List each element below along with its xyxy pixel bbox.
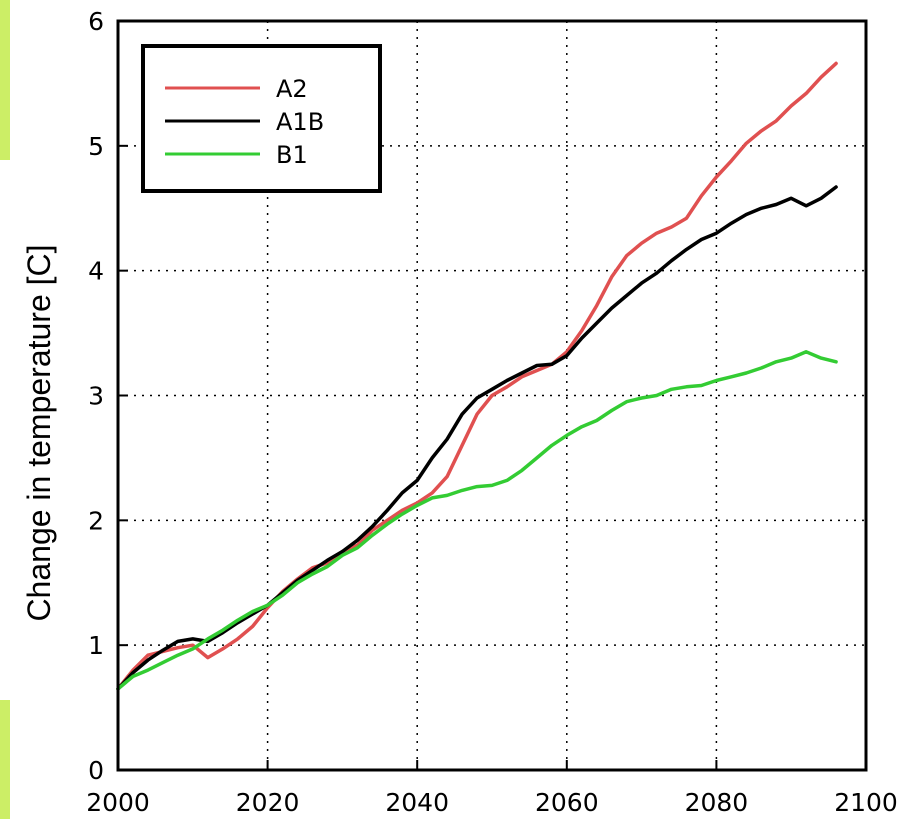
legend-label-b1: B1: [276, 141, 308, 169]
series-line-a1b: [116, 185, 838, 691]
y-axis-label: Change in temperature [C]: [21, 244, 57, 621]
y-tick-label: 4: [88, 257, 104, 286]
x-tick-label: 2000: [86, 788, 150, 817]
legend-label-a2: A2: [276, 75, 308, 103]
y-tick-label: 5: [88, 132, 104, 161]
axis-ticks: 2000 2020 2040 2060 2080 2100 0 1 2 3 4 5 6: [86, 7, 898, 817]
legend-box: [141, 44, 382, 193]
x-tick-label: 2040: [385, 788, 449, 817]
y-tick-label: 0: [88, 756, 104, 785]
legend: A2 A1B B1: [141, 44, 382, 193]
x-tick-label: 2060: [535, 788, 599, 817]
y-tick-label: 6: [88, 7, 104, 36]
y-tick-label: 1: [88, 631, 104, 660]
x-tick-label: 2020: [236, 788, 300, 817]
series-layer: [116, 61, 838, 691]
series-line-a2: [116, 61, 838, 691]
x-tick-label: 2080: [685, 788, 749, 817]
y-tick-label: 3: [88, 382, 104, 411]
series-line-b1: [116, 350, 838, 691]
left-accent-strip-top: [0, 0, 10, 160]
x-tick-label: 2100: [834, 788, 898, 817]
left-accent-strip-bottom: [0, 700, 10, 819]
grid-lines: [118, 21, 866, 770]
legend-label-a1b: A1B: [276, 108, 324, 136]
y-tick-label: 2: [88, 506, 104, 535]
